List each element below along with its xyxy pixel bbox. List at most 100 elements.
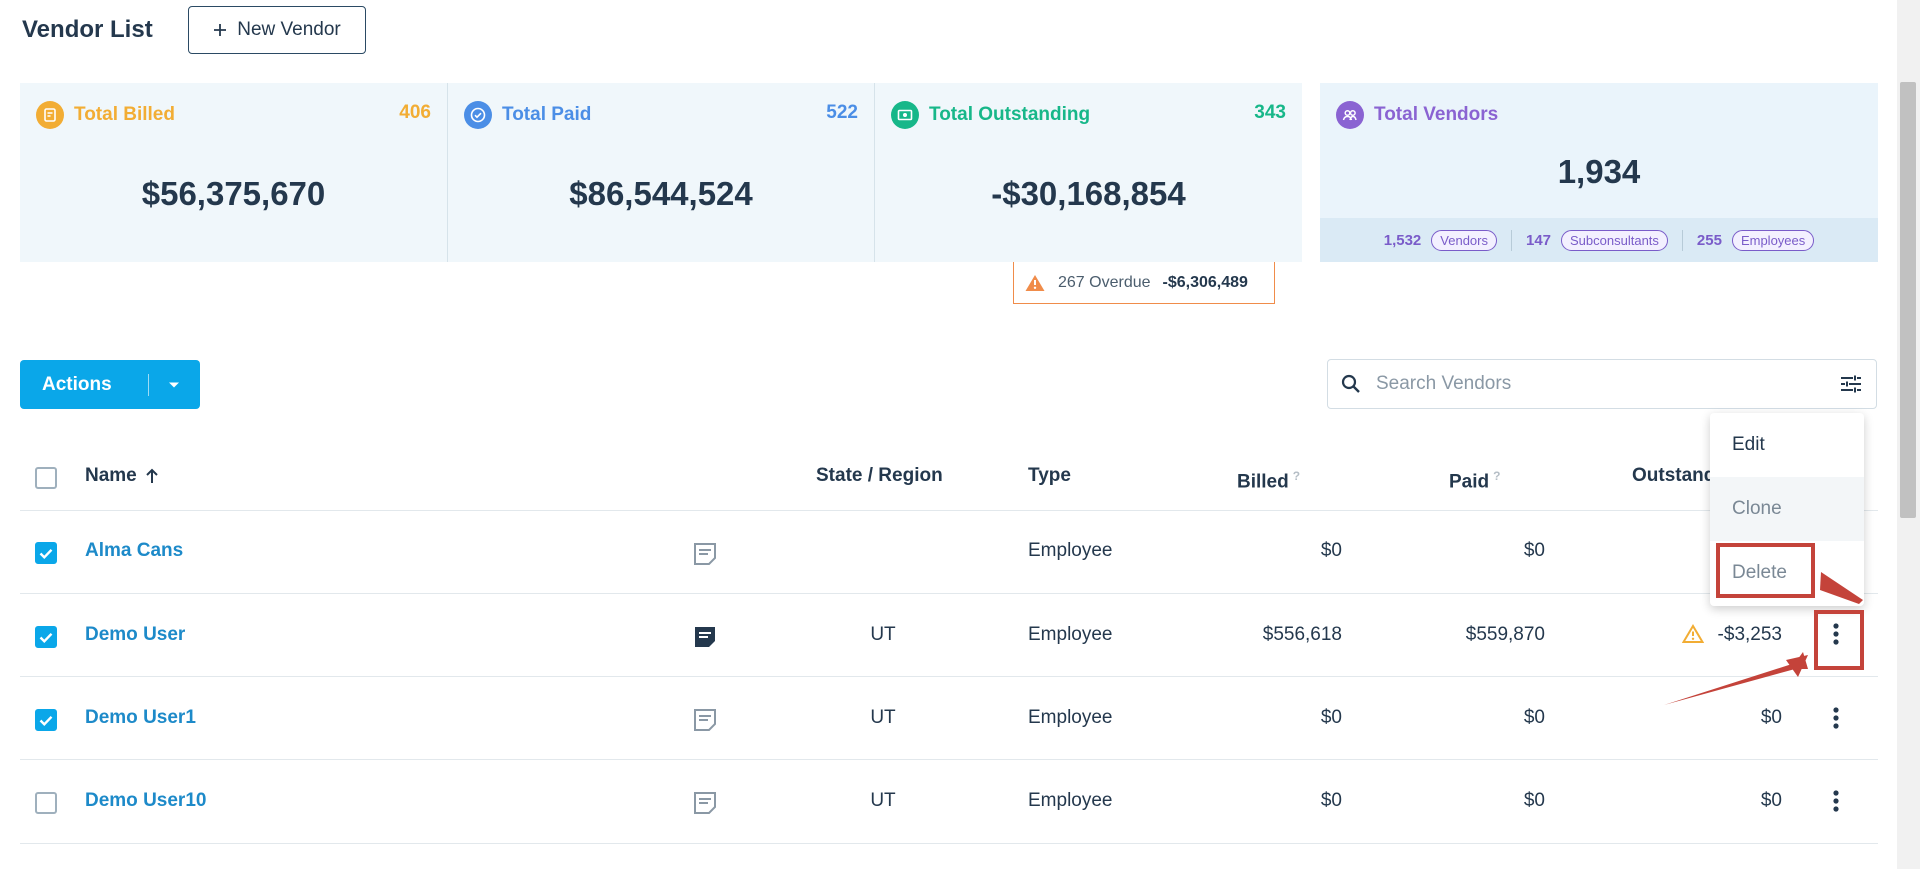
menu-item-delete[interactable]: Delete	[1732, 562, 1787, 583]
row-menu-kebab-icon[interactable]	[1824, 785, 1848, 817]
table-row[interactable]: Demo User10 UT Employee $0 $0 $0	[0, 760, 1880, 843]
billed-cell: $0	[1320, 540, 1342, 561]
vendor-name-link[interactable]: Demo User	[85, 624, 186, 645]
menu-item-clone[interactable]: Clone	[1710, 477, 1864, 541]
table-row[interactable]: Demo User UT Employee $556,618 $559,870 …	[0, 594, 1880, 677]
vendors-badge: Vendors	[1431, 229, 1497, 251]
note-icon[interactable]	[692, 707, 718, 733]
table-row[interactable]: Alma Cans Employee $0 $0	[0, 511, 1880, 594]
total-outstanding-card[interactable]: Total Outstanding 343 -$30,168,854	[875, 83, 1302, 262]
vendor-name-link[interactable]: Demo User10	[85, 790, 207, 811]
row-divider	[20, 759, 1878, 760]
paid-column-header[interactable]: Paid?	[1449, 462, 1500, 496]
total-vendors-amount: 1,934	[1557, 153, 1641, 190]
table-divider	[20, 510, 1878, 511]
page-title: Vendor List	[22, 16, 153, 43]
overdue-summary[interactable]: 267 Overdue -$6,306,489	[1013, 262, 1275, 304]
vendor-name-link[interactable]: Demo User1	[85, 707, 196, 728]
actions-button[interactable]: Actions	[20, 360, 200, 409]
search-icon	[1340, 373, 1362, 395]
outstanding-column-header[interactable]: Outstanding	[1632, 465, 1710, 486]
row-menu-kebab-icon[interactable]	[1824, 618, 1848, 650]
billed-help-icon[interactable]: ?	[1292, 469, 1301, 483]
check-icon	[39, 715, 53, 726]
total-paid-card[interactable]: Total Paid 522 $86,544,524	[448, 83, 874, 262]
kebab-highlight-box	[1814, 610, 1864, 670]
note-icon[interactable]	[692, 541, 718, 567]
paid-help-icon[interactable]: ?	[1493, 469, 1501, 483]
total-billed-count: 406	[399, 102, 431, 123]
arrow-up-icon	[145, 468, 159, 484]
billed-cell: $556,618	[1262, 624, 1342, 645]
paid-cell: $559,870	[1465, 624, 1545, 645]
arrow-to-delete	[1820, 572, 1863, 604]
state-cell: UT	[870, 707, 896, 728]
row-divider	[20, 593, 1878, 594]
total-billed-amount: $56,375,670	[141, 175, 326, 212]
outstanding-cell: -$3,253	[1717, 624, 1782, 645]
vendor-breakdown: 1,532 Vendors 147 Subconsultants 255 Emp…	[1320, 218, 1878, 262]
type-cell: Employee	[1028, 790, 1113, 811]
state-column-header[interactable]: State / Region	[816, 465, 943, 486]
state-cell: UT	[870, 624, 896, 645]
search-input[interactable]	[1374, 372, 1840, 396]
overdue-label: 267 Overdue	[1058, 273, 1151, 291]
actions-separator	[147, 373, 149, 396]
row-checkbox[interactable]	[35, 792, 57, 814]
outstanding-cell: $0	[1760, 790, 1782, 811]
money-icon	[891, 101, 919, 129]
total-billed-card[interactable]: Total Billed 406 $56,375,670	[20, 83, 447, 262]
state-cell: UT	[870, 790, 896, 811]
billed-column-header[interactable]: Billed?	[1237, 462, 1300, 496]
row-checkbox[interactable]	[35, 626, 57, 648]
row-actions-menu: Edit Clone Delete	[1710, 413, 1864, 606]
select-all-checkbox[interactable]	[35, 467, 57, 489]
total-vendors-card[interactable]: Total Vendors 1,934 1,532 Vendors 147 Su…	[1320, 83, 1878, 262]
new-vendor-button[interactable]: New Vendor	[188, 6, 366, 54]
new-vendor-label: New Vendor	[237, 19, 341, 40]
note-icon[interactable]	[692, 790, 718, 816]
billed-column-label: Billed	[1237, 471, 1289, 493]
paid-cell: $0	[1523, 540, 1545, 561]
row-checkbox[interactable]	[35, 542, 57, 564]
type-cell: Employee	[1028, 540, 1113, 561]
type-cell: Employee	[1028, 707, 1113, 728]
type-column-header[interactable]: Type	[1028, 465, 1071, 486]
plus-icon	[213, 23, 227, 37]
total-billed-label: Total Billed	[74, 104, 175, 125]
scrollbar-thumb[interactable]	[1900, 82, 1916, 518]
name-column-header[interactable]: Name	[85, 462, 159, 490]
card-divider	[874, 83, 875, 262]
arrow-to-kebab-head	[1786, 655, 1808, 677]
caret-down-icon[interactable]	[149, 381, 200, 389]
card-divider	[447, 83, 448, 262]
row-checkbox[interactable]	[35, 709, 57, 731]
row-menu-kebab-icon[interactable]	[1824, 702, 1848, 734]
employees-badge: Employees	[1731, 229, 1815, 251]
total-outstanding-label: Total Outstanding	[929, 104, 1091, 125]
check-icon	[39, 632, 53, 643]
employees-count: 255	[1696, 231, 1722, 249]
billed-cell: $0	[1320, 707, 1342, 728]
type-cell: Employee	[1028, 624, 1113, 645]
employees-count-cell: 255 Employees	[1681, 229, 1828, 251]
total-outstanding-amount: -$30,168,854	[991, 175, 1186, 212]
search-box[interactable]	[1327, 359, 1877, 409]
subconsultants-count-cell: 147 Subconsultants	[1510, 229, 1682, 251]
overdue-amount: -$6,306,489	[1162, 273, 1248, 291]
table-row[interactable]: Demo User1 UT Employee $0 $0 $0	[0, 677, 1880, 760]
menu-item-edit[interactable]: Edit	[1732, 434, 1765, 455]
paid-cell: $0	[1523, 790, 1545, 811]
total-paid-label: Total Paid	[502, 104, 592, 125]
note-filled-icon[interactable]	[692, 624, 718, 650]
row-divider	[20, 843, 1878, 844]
subconsultants-badge: Subconsultants	[1561, 229, 1668, 251]
vendor-name-link[interactable]: Alma Cans	[85, 540, 184, 561]
vendors-count-cell: 1,532 Vendors	[1370, 229, 1511, 251]
paid-cell: $0	[1523, 707, 1545, 728]
check-circle-icon	[464, 101, 492, 129]
filter-settings-icon[interactable]	[1840, 374, 1862, 394]
delete-highlight-box	[1716, 543, 1815, 598]
outstanding-cell: $0	[1760, 707, 1782, 728]
